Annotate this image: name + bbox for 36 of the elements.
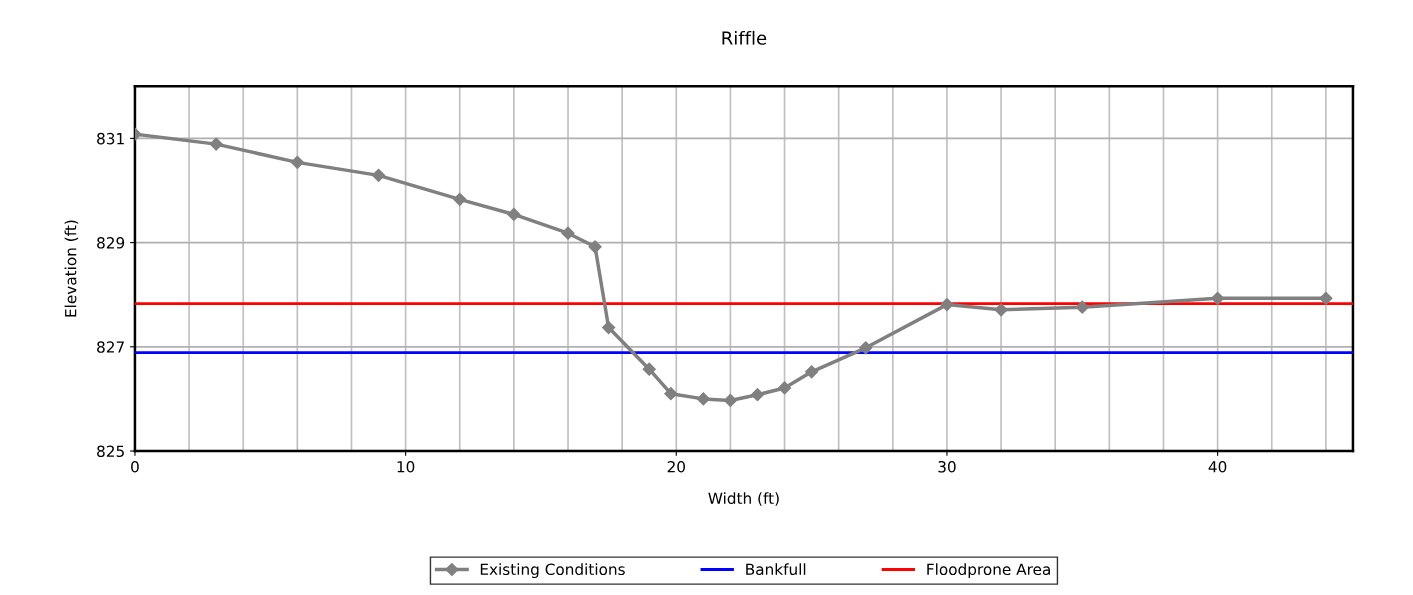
chart-title: Riffle	[722, 30, 767, 45]
x-tick-label: 0	[131, 461, 139, 473]
point	[664, 387, 678, 401]
point	[696, 392, 710, 406]
point	[561, 226, 575, 240]
point	[859, 341, 873, 355]
point	[602, 320, 616, 335]
x-tick-label: 40	[1208, 461, 1227, 473]
y-axis-title: Elevation (ft)	[64, 220, 79, 317]
x-tick-label: 30	[938, 461, 956, 473]
y-tick-label: 827	[97, 341, 124, 353]
y-tick-label: 829	[97, 237, 125, 249]
point	[940, 298, 954, 312]
point	[371, 168, 386, 182]
point	[1319, 291, 1333, 305]
x-axis-title: Width (ft)	[708, 492, 779, 506]
y-tick-label: 825	[97, 445, 124, 458]
y-tick-label: 831	[97, 132, 124, 145]
point	[588, 240, 602, 254]
x-tick-label: 10	[397, 461, 415, 473]
point	[453, 192, 467, 206]
legend-label: Existing Conditions	[480, 563, 625, 579]
point	[994, 303, 1008, 317]
point	[805, 365, 819, 379]
point	[290, 155, 304, 169]
point	[642, 362, 656, 376]
legend-label: Floodprone Area	[927, 563, 1050, 579]
legend-label: Bankfull	[746, 563, 806, 576]
point	[209, 137, 223, 151]
point	[507, 207, 521, 222]
point	[1075, 300, 1089, 314]
point	[1211, 291, 1225, 305]
point	[723, 393, 737, 408]
point	[777, 381, 792, 395]
x-tick-label: 20	[667, 461, 685, 473]
point	[750, 388, 765, 402]
